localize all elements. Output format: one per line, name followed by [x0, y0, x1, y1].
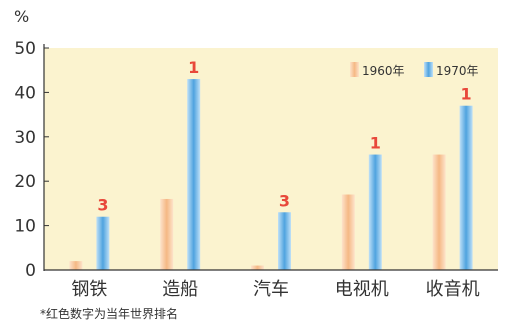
- rank-label: 1: [188, 58, 199, 77]
- y-tick-label: 50: [14, 39, 36, 59]
- bar-1960: [251, 265, 264, 270]
- bar-1960: [160, 198, 174, 270]
- x-tick-label: 电视机: [335, 279, 389, 300]
- x-tick-label: 汽车: [253, 279, 289, 300]
- bar-1970: [368, 154, 382, 270]
- bar-1960: [69, 261, 83, 270]
- y-tick-label: 20: [14, 172, 36, 192]
- y-tick-label: 30: [14, 128, 36, 148]
- legend-label-1960: 1960年: [362, 64, 405, 78]
- y-tick-label: 0: [25, 261, 36, 281]
- y-unit-label: %: [14, 7, 29, 26]
- rank-label: 1: [370, 134, 381, 153]
- legend-swatch-1960: [350, 62, 359, 77]
- footnote: *红色数字为当年世界排名: [40, 306, 178, 321]
- bar-1970: [278, 212, 291, 270]
- y-tick-label: 40: [14, 83, 36, 103]
- rank-label: 1: [461, 85, 472, 104]
- rank-label: 3: [279, 191, 290, 210]
- x-tick-label: 钢铁: [71, 279, 107, 300]
- bar-1960: [341, 194, 355, 270]
- y-tick-label: 10: [14, 217, 36, 237]
- bar-1960: [432, 154, 446, 270]
- legend-swatch-1970: [424, 62, 433, 77]
- legend: 1960年 1970年: [350, 62, 479, 78]
- plot-background: [44, 48, 498, 270]
- bar-1970: [96, 216, 110, 270]
- x-tick-label: 造船: [162, 279, 198, 300]
- rank-label: 3: [97, 196, 108, 215]
- legend-label-1970: 1970年: [436, 64, 479, 78]
- bar-1970: [459, 105, 473, 270]
- x-tick-label: 收音机: [426, 279, 480, 300]
- bar-1970: [187, 79, 201, 270]
